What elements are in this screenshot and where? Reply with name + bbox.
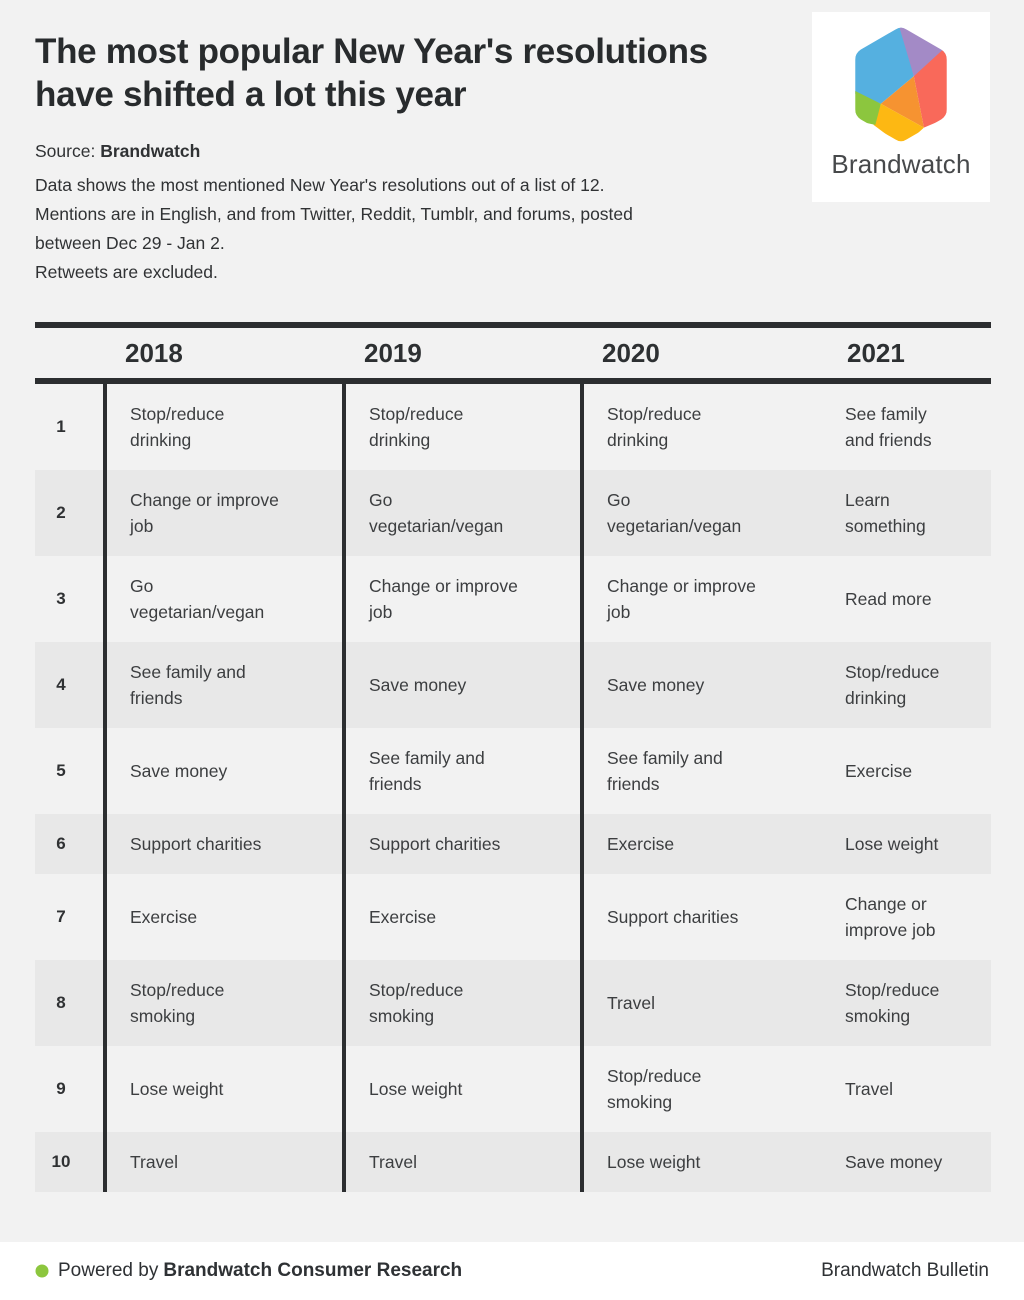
cell-2021: Stop/reduce drinking [845,662,940,708]
rank-number: 9 [56,1079,66,1098]
cell-2018: Exercise [103,874,342,960]
cell-2020: Change or improve job [580,556,825,642]
rank-number: 2 [56,503,66,522]
table-row: 2 Change or improve job Go vegetarian/ve… [35,470,991,556]
cell-2019: Travel [342,1132,580,1192]
cell-2019: Save money [342,642,580,728]
table-row: 7 Exercise Exercise Support charities Ch… [35,874,991,960]
cell-2021: Travel [845,1079,893,1099]
cell-2018: Save money [103,728,342,814]
table-row: 5 Save money See family and friends See … [35,728,991,814]
table-row: 3 Go vegetarian/vegan Change or improve … [35,556,991,642]
cell-2018: Go vegetarian/vegan [103,556,342,642]
cell-2021: Save money [845,1152,943,1172]
header: The most popular New Year's resolutions … [35,30,780,287]
rank-number: 4 [56,675,66,694]
page-title: The most popular New Year's resolutions … [35,30,780,116]
description-line: Data shows the most mentioned New Year's… [35,175,605,195]
cell-2021: Read more [845,589,932,609]
page-title-line-1: The most popular New Year's resolutions [35,32,708,71]
description-line: Retweets are excluded. [35,262,218,282]
rank-number: 3 [56,589,66,608]
table-row: 9 Lose weight Lose weight Stop/reduce sm… [35,1046,991,1132]
green-dot-icon [35,1264,49,1278]
column-header-2020: 2020 [602,337,660,368]
table-row: 1 Stop/reduce drinking Stop/reduce drink… [35,384,991,470]
cell-2020: Travel [580,960,825,1046]
rank-number: 1 [56,417,66,436]
cell-2020: Lose weight [580,1132,825,1192]
cell-2020: Support charities [580,874,825,960]
table-row: 8 Stop/reduce smoking Stop/reduce smokin… [35,960,991,1046]
table-row: 6 Support charities Support charities Ex… [35,814,991,874]
cell-2018: Support charities [103,814,342,874]
brandwatch-wordmark: Brandwatch [831,149,971,179]
cell-2021: Change or improve job [845,894,936,940]
cell-2019: See family and friends [342,728,580,814]
powered-by-label: Powered by [58,1260,159,1281]
rank-number: 6 [56,834,66,853]
rank-number: 8 [56,993,66,1012]
brandwatch-logo-card: Brandwatch [812,12,990,202]
cell-2021: Lose weight [845,834,939,854]
source-label: Source: [35,141,96,161]
cell-2018: Lose weight [103,1046,342,1132]
cell-2018: Stop/reduce smoking [103,960,342,1046]
cell-2020: Save money [580,642,825,728]
cell-2020: Stop/reduce smoking [580,1046,825,1132]
cell-2021: Exercise [845,761,913,781]
cell-2019: Exercise [342,874,580,960]
column-header-2021: 2021 [847,337,905,368]
powered-by: Powered by Brandwatch Consumer Research [35,1260,462,1282]
page-title-line-2: have shifted a lot this year [35,75,467,114]
description-line: Mentions are in English, and from Twitte… [35,204,633,224]
table-header-rule [35,378,991,384]
rank-number: 5 [56,761,66,780]
table-header-row: 2018 2019 2020 2021 [35,328,991,378]
cell-2021: Learn something [845,490,926,536]
cell-2020: See family and friends [580,728,825,814]
column-header-2019: 2019 [364,337,422,368]
cell-2018: Travel [103,1132,342,1192]
footer-bar: Powered by Brandwatch Consumer Research … [0,1242,1024,1300]
resolutions-table: 2018 2019 2020 2021 1 Stop/reduce drinki… [35,322,991,1192]
footer-right-text: Brandwatch Bulletin [821,1260,989,1281]
cell-2019: Lose weight [342,1046,580,1132]
logo-segment-green [855,88,881,125]
cell-2018: Stop/reduce drinking [103,384,342,470]
cell-2019: Go vegetarian/vegan [342,470,580,556]
table-row: 4 See family and friends Save money Save… [35,642,991,728]
logo-segment-purple [897,27,947,77]
rank-number: 7 [56,907,66,926]
column-header-2018: 2018 [125,337,183,368]
cell-2021: See family and friends [845,404,932,450]
brandwatch-logo-icon [855,27,947,142]
cell-2020: Exercise [580,814,825,874]
powered-by-product: Brandwatch Consumer Research [163,1260,463,1281]
cell-2018: Change or improve job [103,470,342,556]
cell-2020: Stop/reduce drinking [580,384,825,470]
cell-2021: Stop/reduce smoking [845,980,940,1026]
logo-segment-yellow [873,103,924,142]
cell-2018: See family and friends [103,642,342,728]
rank-number: 10 [51,1152,71,1171]
logo-segment-orange [880,76,924,128]
cell-2019: Stop/reduce smoking [342,960,580,1046]
table-row: 10 Travel Travel Lose weight Save money [35,1132,991,1192]
cell-2019: Stop/reduce drinking [342,384,580,470]
source-value: Brandwatch [100,141,201,161]
cell-2020: Go vegetarian/vegan [580,470,825,556]
cell-2019: Support charities [342,814,580,874]
description: Data shows the most mentioned New Year's… [35,171,780,287]
table-top-rule [35,322,991,328]
description-line: between Dec 29 - Jan 2. [35,233,225,253]
logo-segment-coral [913,46,947,128]
cell-2019: Change or improve job [342,556,580,642]
source-line: Source: Brandwatch [35,141,780,162]
